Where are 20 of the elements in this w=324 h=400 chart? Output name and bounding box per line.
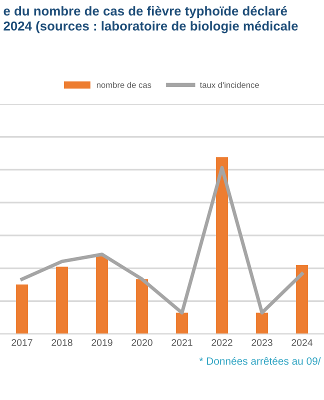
x-tick-label: 2021 bbox=[172, 339, 192, 346]
x-tick-label: 2022 bbox=[212, 339, 232, 346]
x-tick-label: 2019 bbox=[92, 339, 112, 346]
bar bbox=[256, 312, 268, 334]
chart-title: e du nombre de cas de fièvre typhoïde déclaré 2024 (sources : laboratoire de biologie médicale bbox=[4, 6, 298, 34]
bar bbox=[16, 284, 28, 334]
legend-label: nombre de cas bbox=[96, 82, 152, 88]
bar bbox=[136, 279, 148, 334]
x-tick-label: 2020 bbox=[132, 339, 152, 346]
bar bbox=[296, 265, 308, 334]
x-tick-label: 2018 bbox=[52, 339, 72, 346]
bar bbox=[56, 266, 68, 334]
legend-label: taux d'incidence bbox=[200, 82, 259, 88]
bar bbox=[96, 256, 108, 334]
x-tick-label: 2017 bbox=[12, 339, 32, 346]
bar bbox=[216, 157, 228, 334]
x-tick-label: 2024 bbox=[292, 339, 313, 346]
x-tick-label: 2023 bbox=[252, 339, 272, 346]
text: * Données arrêtées au 09/ bbox=[199, 357, 321, 365]
bar bbox=[176, 312, 188, 334]
